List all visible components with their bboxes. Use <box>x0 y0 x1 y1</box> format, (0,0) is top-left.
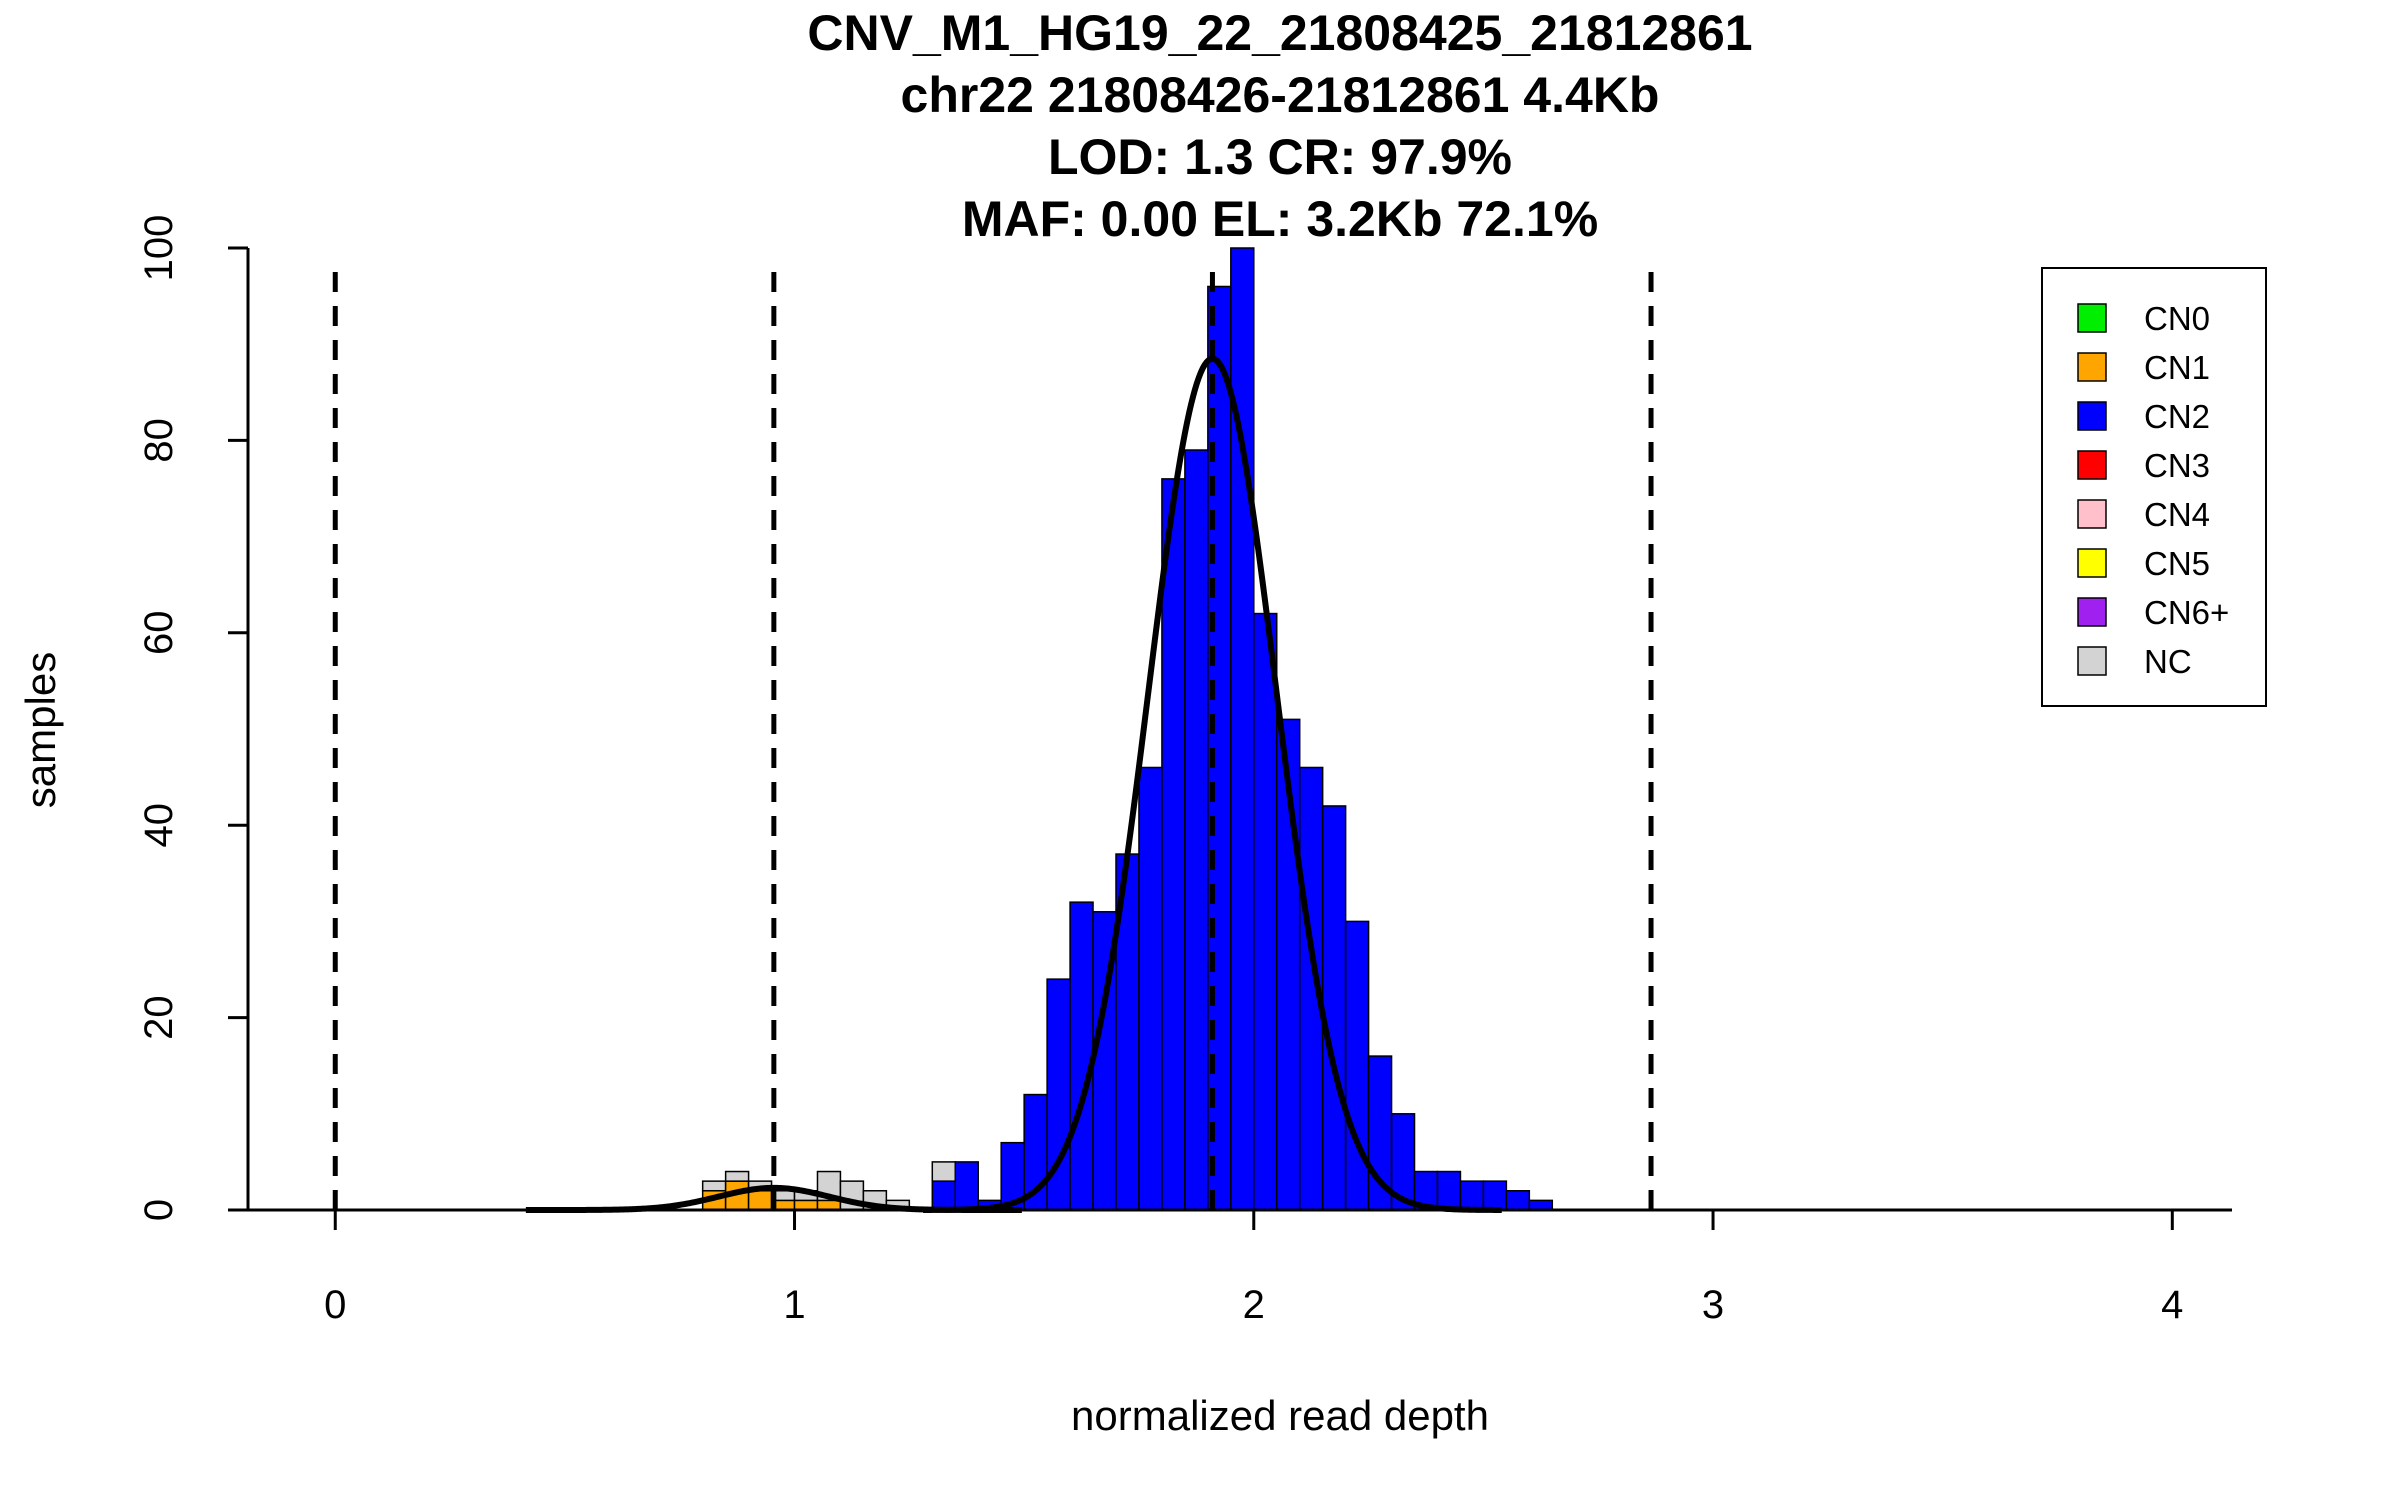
y-axis-label: samples <box>17 652 64 808</box>
chart-title-line: MAF: 0.00 EL: 3.2Kb 72.1% <box>962 191 1598 247</box>
chart-title-line: LOD: 1.3 CR: 97.9% <box>1048 129 1512 185</box>
y-tick-label: 60 <box>137 611 181 656</box>
histogram-bar-cn2 <box>1321 805 1347 1211</box>
legend-label: CN0 <box>2144 300 2210 337</box>
histogram-bar-cn2 <box>1436 1170 1462 1211</box>
histogram-bar-cn1 <box>747 1190 773 1211</box>
y-tick-label: 20 <box>137 995 181 1040</box>
histogram-bar-cn2 <box>1138 766 1163 1211</box>
histogram-bar-cn2 <box>954 1161 979 1211</box>
legend-label: CN2 <box>2144 398 2210 435</box>
x-tick-label: 0 <box>324 1283 346 1327</box>
histogram-bar-cn2 <box>1482 1180 1508 1211</box>
y-tick-label: 0 <box>137 1199 181 1221</box>
legend-swatch <box>2077 303 2107 333</box>
histogram-bar-nc <box>724 1170 750 1182</box>
legend-swatch <box>2077 548 2107 578</box>
x-tick-label: 1 <box>783 1283 805 1327</box>
histogram-bar-cn2 <box>1344 920 1370 1211</box>
histogram-bar-nc <box>931 1161 957 1182</box>
chart-title-line: CNV_M1_HG19_22_21808425_21812861 <box>807 5 1752 61</box>
histogram-bar-nc <box>701 1180 727 1192</box>
y-tick-label: 40 <box>137 803 181 848</box>
x-tick-label: 4 <box>2161 1283 2183 1327</box>
x-axis-label: normalized read depth <box>1071 1392 1489 1439</box>
y-tick-label: 100 <box>137 215 181 282</box>
legend: CN0 CN1 CN2 CN3 CN4 CN5 CN6+ NC <box>2041 267 2267 707</box>
chart-title-line: chr22 21808426-21812861 4.4Kb <box>901 67 1660 123</box>
cn-threshold-lines <box>332 272 1654 1210</box>
legend-box <box>2041 267 2267 707</box>
chart-title: CNV_M1_HG19_22_21808425_21812861 chr22 21… <box>807 5 1752 247</box>
x-tick-label: 3 <box>1702 1283 1724 1327</box>
y-tick-label: 80 <box>137 418 181 463</box>
fit-curve <box>922 355 1503 1213</box>
legend-swatch <box>2077 352 2107 382</box>
histogram-bar-cn2 <box>1459 1180 1485 1211</box>
legend-swatch <box>2077 646 2107 676</box>
legend-swatch <box>2077 401 2107 431</box>
histogram-bar-cn2 <box>1069 901 1094 1211</box>
legend-swatch <box>2077 450 2107 480</box>
histogram-bar-cn2 <box>931 1180 957 1211</box>
histogram-bar-cn2 <box>1161 478 1186 1211</box>
legend-label: CN5 <box>2144 545 2210 582</box>
histogram-bar-cn2 <box>1505 1190 1531 1211</box>
histogram-bars <box>701 247 1554 1211</box>
histogram-bar-cn2 <box>1230 247 1255 1211</box>
histogram-bar-cn2 <box>1184 449 1209 1211</box>
legend-label: CN6+ <box>2144 594 2229 631</box>
legend-label: NC <box>2144 643 2192 680</box>
legend-swatch <box>2077 499 2107 529</box>
legend-swatch <box>2077 597 2107 627</box>
legend-label: CN1 <box>2144 349 2210 386</box>
legend-label: CN4 <box>2144 496 2210 533</box>
histogram-bar-cn2 <box>1253 612 1278 1211</box>
legend-label: CN3 <box>2144 447 2210 484</box>
x-tick-label: 2 <box>1243 1283 1265 1327</box>
